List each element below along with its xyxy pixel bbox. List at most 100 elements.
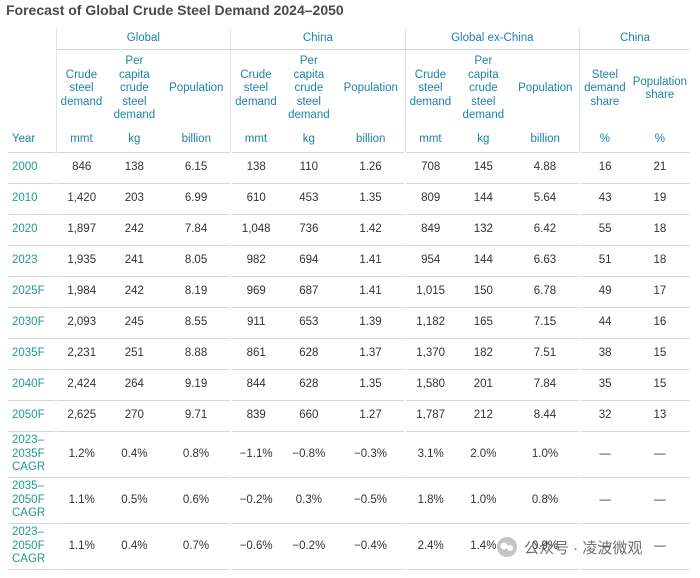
data-row: 2023 1,935 241 8.05 982 694 1.41 954 144 6.63 51 18 [8,245,690,277]
data-cell: 144 [455,245,512,277]
data-cell: 0.4% [106,523,163,570]
data-cell: 212 [455,400,512,432]
column-header: Population share [632,75,688,102]
data-row: 2023– 2035F CAGR 1.2% 0.4% 0.8% −1.1% −0.8% −0… [8,431,690,478]
data-cell: 51 [578,245,630,277]
group-header: Global [55,28,231,50]
group-header: China [579,28,690,50]
data-cell: 1.42 [336,214,406,246]
data-cell: 839 [229,400,281,432]
data-cell: 203 [106,183,163,215]
row-label: 2000 [8,152,57,184]
data-cell: −0.3% [336,431,406,478]
row-label: 2023– 2035F CAGR [8,431,57,478]
data-cell: 6.63 [511,245,580,277]
data-cell: — [578,431,630,478]
data-row: 2025F 1,984 242 8.19 969 687 1.41 1,015 150 6.78 4… [8,276,690,308]
unit-label: mmt [404,128,456,153]
data-cell: 1,984 [55,276,107,308]
column-header: Population [169,82,224,95]
data-cell: 1.0% [455,477,512,524]
data-cell: 16 [629,307,690,339]
data-cell: 110 [280,152,337,184]
data-cell: 687 [280,276,337,308]
data-cell: 17 [629,276,690,308]
unit-label: billion [511,128,580,153]
data-cell: 8.88 [162,338,231,370]
data-cell: — [629,431,690,478]
corner-cell [8,50,56,129]
data-cell: 21 [629,152,690,184]
data-cell: 242 [106,214,163,246]
column-header: Per capita crude steel demand [462,55,505,122]
data-row: 2035F 2,231 251 8.88 861 628 1.37 1,370 182 7.51 3… [8,338,690,370]
data-cell: 1,580 [404,369,456,401]
data-cell: 628 [280,369,337,401]
data-cell: 182 [455,338,512,370]
data-cell: 849 [404,214,456,246]
unit-label: kg [106,128,163,153]
data-cell: −1.1% [229,431,281,478]
data-cell: 145 [455,152,512,184]
column-header: Population [518,82,573,95]
data-cell: 4.88 [511,152,580,184]
data-cell: 628 [280,338,337,370]
data-cell: 16 [578,152,630,184]
data-cell: 1,787 [404,400,456,432]
data-cell: 1.37 [336,338,406,370]
watermark: 公众号 · 凌波微观 [496,536,642,558]
row-label: 2050F [8,400,57,432]
data-cell: 982 [229,245,281,277]
data-cell: 1.0% [511,431,580,478]
data-cell: 138 [106,152,163,184]
data-cell: 9.71 [162,400,231,432]
data-cell: 736 [280,214,337,246]
data-cell: 0.6% [162,477,231,524]
data-cell: 0.8% [162,431,231,478]
data-cell: 1,370 [404,338,456,370]
column-header-row: Crude steel demand Per capita crude steel… [8,49,690,129]
table-body: Global China Global ex-China China Crude ste… [8,28,690,570]
data-cell: 8.55 [162,307,231,339]
group-header: China [230,28,406,50]
data-cell: 1.35 [336,369,406,401]
data-cell: 241 [106,245,163,277]
data-cell: 201 [455,369,512,401]
data-cell: −0.4% [336,523,406,570]
data-cell: 49 [578,276,630,308]
data-cell: 610 [229,183,281,215]
data-cell: 8.05 [162,245,231,277]
data-cell: 18 [629,245,690,277]
data-cell: 1,015 [404,276,456,308]
row-label: 2020 [8,214,57,246]
row-label: 2023 [8,245,57,277]
data-cell: 7.84 [511,369,580,401]
data-cell: −0.8% [280,431,337,478]
data-cell: 861 [229,338,281,370]
data-cell: 0.3% [280,477,337,524]
column-header: Steel demand share [579,49,630,128]
data-cell: 708 [404,152,456,184]
data-cell: — [578,523,630,570]
data-cell: 1,935 [55,245,107,277]
data-row: 2010 1,420 203 6.99 610 453 1.35 809 144 5.64 43 19 [8,183,690,215]
data-cell: 132 [455,214,512,246]
data-cell: 809 [404,183,456,215]
data-cell: 144 [455,183,512,215]
data-cell: 32 [578,400,630,432]
data-cell: 1,420 [55,183,107,215]
data-row: 2050F 2,625 270 9.71 839 660 1.27 1,787 212 8.44 3… [8,400,690,432]
row-label: 2035F [8,338,57,370]
data-cell: 846 [55,152,107,184]
data-row: 2023– 2050F CAGR 1.1% 0.4% 0.7% −0.6% −0.2% −0… [8,523,690,570]
data-cell: 8.44 [511,400,580,432]
data-cell: 1,182 [404,307,456,339]
column-header: Per capita crude steel demand [113,55,156,122]
data-cell: 1.41 [336,276,406,308]
data-cell: 0.9% [511,523,580,570]
data-cell: 0.5% [106,477,163,524]
data-cell: 15 [629,338,690,370]
data-cell: 1.26 [336,152,406,184]
data-cell: 44 [578,307,630,339]
